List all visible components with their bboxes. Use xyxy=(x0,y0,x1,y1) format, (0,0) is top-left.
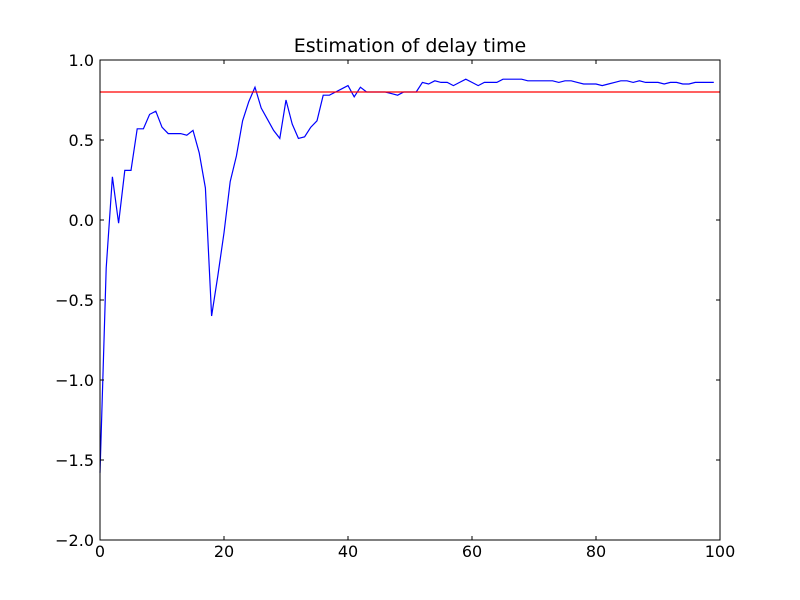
y-tick-label: −2.0 xyxy=(55,531,94,550)
y-axis: −2.0 −1.5 −1.0 −0.5 0.0 0.5 1.0 xyxy=(55,51,720,550)
x-tick-label: 100 xyxy=(705,542,736,561)
series-layer xyxy=(99,78,720,473)
y-tick-label: 1.0 xyxy=(69,51,94,70)
plot-area: 0 20 40 60 80 100 −2.0 −1.5 −1.0 −0.5 0.0 0.5 1.0 xyxy=(55,51,735,561)
y-tick-label: 0.0 xyxy=(69,211,94,230)
chart-title: Estimation of delay time xyxy=(294,35,526,57)
y-tick-label: −0.5 xyxy=(55,291,94,310)
x-tick-label: 40 xyxy=(338,542,358,561)
x-tick-label: 60 xyxy=(462,542,482,561)
y-tick-label: −1.5 xyxy=(55,451,94,470)
y-tick-label: 0.5 xyxy=(69,131,94,150)
x-tick-label: 80 xyxy=(586,542,606,561)
x-tick-label: 20 xyxy=(214,542,234,561)
x-axis: 0 20 40 60 80 100 xyxy=(95,60,735,561)
plot-background xyxy=(100,60,720,540)
x-tick-label: 0 xyxy=(95,542,105,561)
y-tick-label: −1.0 xyxy=(55,371,94,390)
